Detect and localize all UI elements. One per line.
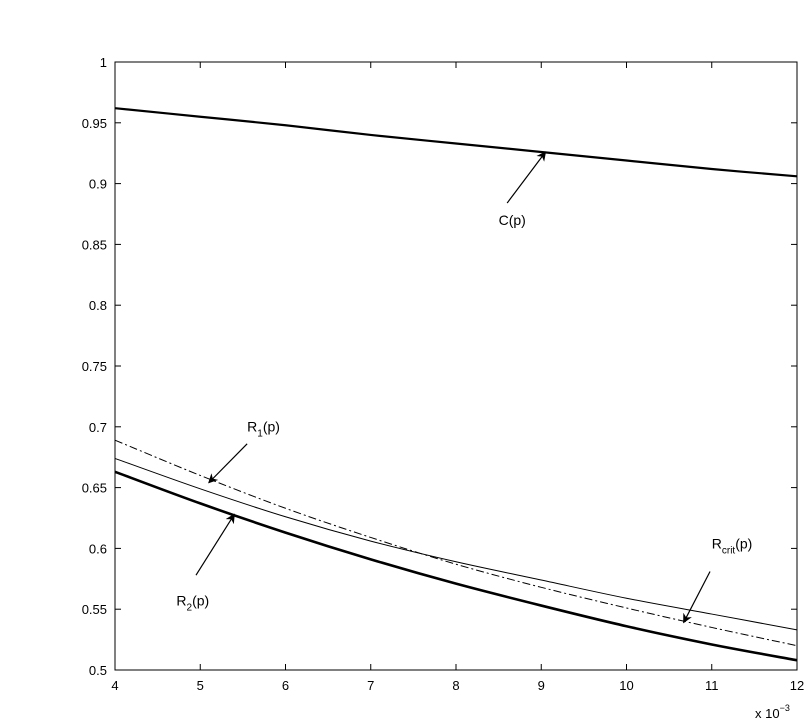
y-tick-label: 0.55 xyxy=(82,602,107,617)
x-tick-label: 8 xyxy=(452,678,459,693)
series-layer xyxy=(114,107,798,662)
annotation-label-rcrit: Rcrit(p) xyxy=(712,535,753,556)
annotation-arrow-c xyxy=(506,151,547,204)
series-line-c xyxy=(114,107,798,178)
y-tick-label: 0.8 xyxy=(89,298,107,313)
series-line-r1 xyxy=(114,457,798,631)
annotation-arrow-r1 xyxy=(208,443,248,484)
y-axis-ticks: 0.5 0.55 0.6 0.65 0.7 0.75 0.8 0.85 0.9 0.95 1 xyxy=(82,55,797,678)
x-multiplier-label: x 10−3 xyxy=(755,703,790,720)
plot-area xyxy=(114,61,798,671)
x-multiplier-exponent: −3 xyxy=(780,703,790,713)
x-tick-label: 10 xyxy=(619,678,633,693)
y-tick-label: 0.95 xyxy=(82,116,107,131)
x-tick-label: 7 xyxy=(367,678,374,693)
x-axis-ticks: 4 5 6 7 8 9 10 11 12 xyxy=(111,62,804,693)
annotation-label-r1: R1(p) xyxy=(247,419,280,440)
y-tick-label: 0.75 xyxy=(82,359,107,374)
y-tick-label: 0.7 xyxy=(89,420,107,435)
series-line-r2 xyxy=(114,470,798,662)
y-tick-label: 0.9 xyxy=(89,177,107,192)
x-tick-label: 11 xyxy=(705,678,719,693)
y-tick-label: 1 xyxy=(100,55,107,70)
y-tick-label: 0.85 xyxy=(82,237,107,252)
annotation-arrow-rcrit xyxy=(683,571,711,624)
y-tick-label: 0.6 xyxy=(89,541,107,556)
x-tick-label: 4 xyxy=(111,678,118,693)
annotation-layer: C(p) R1(p) R2(p) Rcrit(p) xyxy=(176,151,753,624)
x-tick-label: 12 xyxy=(790,678,804,693)
x-tick-label: 9 xyxy=(538,678,545,693)
annotation-arrow-r2 xyxy=(195,513,235,576)
y-tick-label: 0.5 xyxy=(89,663,107,678)
series-line-rcrit xyxy=(114,439,798,647)
y-tick-label: 0.65 xyxy=(82,481,107,496)
annotation-label-c: C(p) xyxy=(499,212,526,228)
annotation-label-r2: R2(p) xyxy=(176,593,209,614)
x-tick-label: 6 xyxy=(282,678,289,693)
x-tick-label: 5 xyxy=(197,678,204,693)
